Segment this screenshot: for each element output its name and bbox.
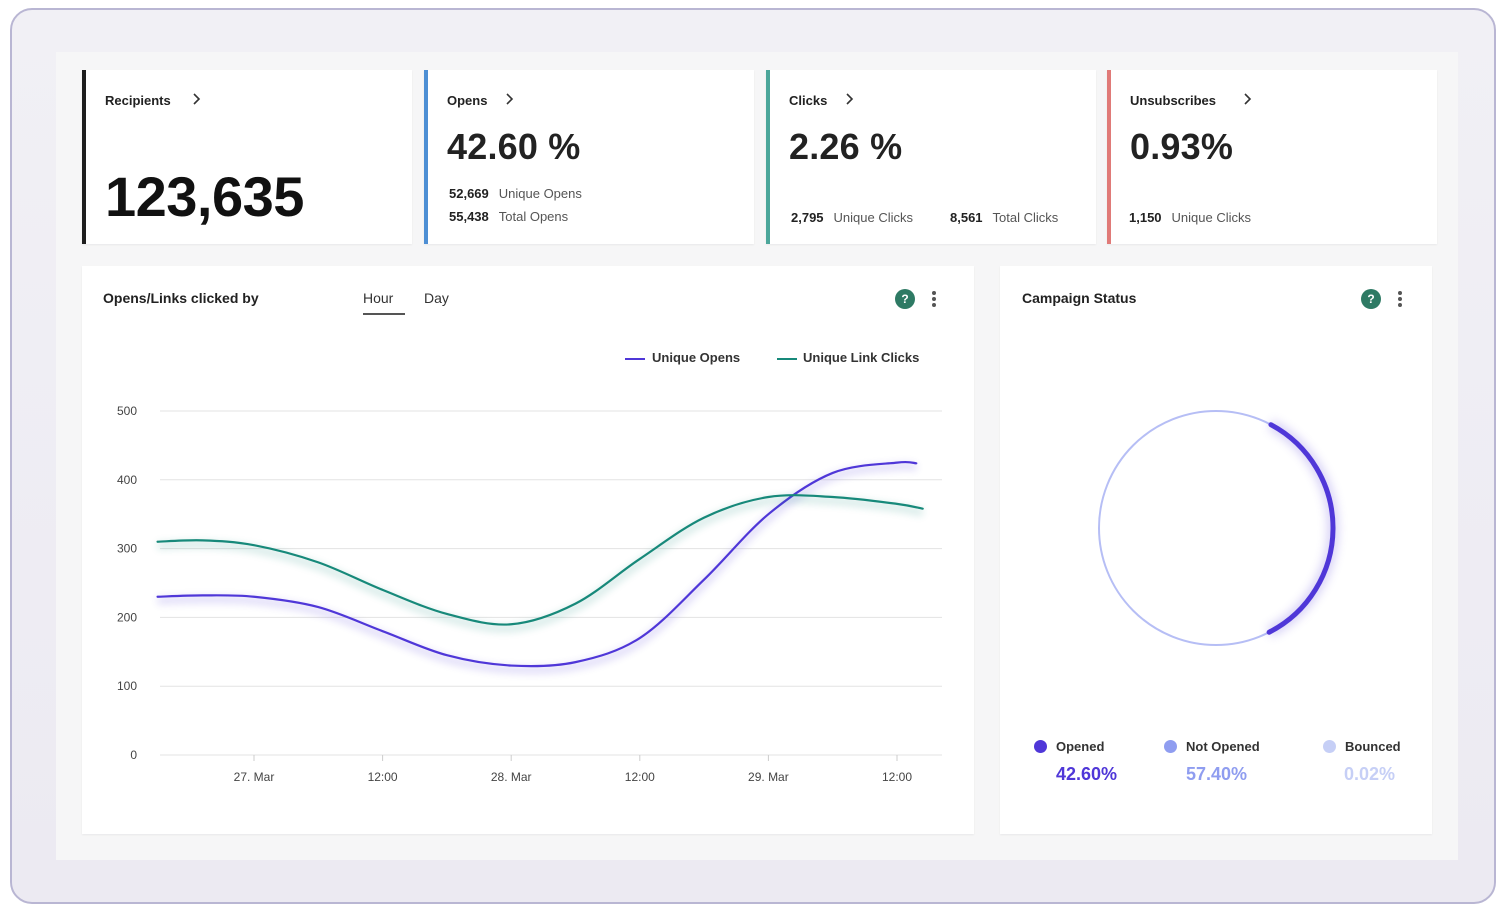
chevron-right-icon[interactable] xyxy=(843,92,857,106)
unique-opens-legend-line xyxy=(625,358,645,360)
clicks-title: Clicks xyxy=(789,93,828,108)
unsub-unique-label: Unique Clicks xyxy=(1171,210,1252,225)
tab-day[interactable]: Day xyxy=(424,290,449,306)
unique-clicks-stat: 2,795 Unique Clicks xyxy=(791,210,913,225)
total-opens-label: Total Opens xyxy=(498,209,569,224)
opened-label: Opened xyxy=(1056,739,1105,754)
not-opened-dot xyxy=(1164,740,1177,753)
clicks-rate: 2.26 % xyxy=(789,126,903,167)
chevron-right-icon[interactable] xyxy=(190,92,204,106)
recipients-card[interactable]: Recipients 123,635 xyxy=(82,70,412,244)
total-clicks-count: 8,561 xyxy=(950,210,983,225)
total-opens-count: 55,438 xyxy=(449,209,489,224)
opened-dot xyxy=(1034,740,1047,753)
unique-link-clicks-legend-line xyxy=(777,358,797,360)
unique-opens-label: Unique Opens xyxy=(498,186,582,201)
legend-opened[interactable]: Opened xyxy=(1034,739,1104,754)
recipients-value: 123,635 xyxy=(105,165,304,228)
more-options-icon[interactable] xyxy=(1397,290,1403,308)
total-opens-stat: 55,438 Total Opens xyxy=(449,209,568,224)
chevron-right-icon[interactable] xyxy=(1241,92,1255,106)
unsubscribes-title: Unsubscribes xyxy=(1130,93,1216,108)
opens-card[interactable]: Opens 42.60 % 52,669 Unique Opens 55,438 T… xyxy=(424,70,754,244)
opens-title: Opens xyxy=(447,93,488,108)
active-tab-indicator xyxy=(363,313,405,315)
unsub-unique-stat: 1,150 Unique Clicks xyxy=(1129,210,1251,225)
total-clicks-label: Total Clicks xyxy=(992,210,1059,225)
clicks-card[interactable]: Clicks 2.26 % 2,795 Unique Clicks 8,561 To… xyxy=(766,70,1096,244)
help-icon[interactable]: ? xyxy=(895,289,915,309)
legend-unique-link-clicks[interactable]: Unique Link Clicks xyxy=(803,350,920,365)
campaign-status-title: Campaign Status xyxy=(1022,290,1137,306)
chevron-right-icon[interactable] xyxy=(503,92,517,106)
unsubscribes-card[interactable]: Unsubscribes 0.93% 1,150 Unique Clicks xyxy=(1107,70,1437,244)
bounced-dot xyxy=(1323,740,1336,753)
not-opened-value: 57.40% xyxy=(1186,764,1248,784)
more-options-icon[interactable] xyxy=(931,290,937,308)
bounced-label: Bounced xyxy=(1345,739,1401,754)
help-icon[interactable]: ? xyxy=(1361,289,1381,309)
opens-chart-title: Opens/Links clicked by xyxy=(103,290,259,306)
unsub-unique-count: 1,150 xyxy=(1129,210,1162,225)
bounced-value: 0.02% xyxy=(1344,764,1396,784)
recipients-title: Recipients xyxy=(105,93,171,108)
opened-value: 42.60% xyxy=(1056,764,1118,784)
legend-not-opened[interactable]: Not Opened xyxy=(1164,739,1260,754)
unsubscribes-rate: 0.93% xyxy=(1130,126,1234,167)
legend-bounced[interactable]: Bounced xyxy=(1323,739,1401,754)
total-clicks-stat: 8,561 Total Clicks xyxy=(950,210,1058,225)
unique-opens-stat: 52,669 Unique Opens xyxy=(449,186,582,201)
legend-unique-opens[interactable]: Unique Opens xyxy=(652,350,741,365)
unique-clicks-count: 2,795 xyxy=(791,210,824,225)
not-opened-label: Not Opened xyxy=(1186,739,1260,754)
unique-clicks-label: Unique Clicks xyxy=(833,210,914,225)
unique-opens-count: 52,669 xyxy=(449,186,489,201)
opens-rate: 42.60 % xyxy=(447,126,581,167)
tab-hour[interactable]: Hour xyxy=(363,290,394,306)
